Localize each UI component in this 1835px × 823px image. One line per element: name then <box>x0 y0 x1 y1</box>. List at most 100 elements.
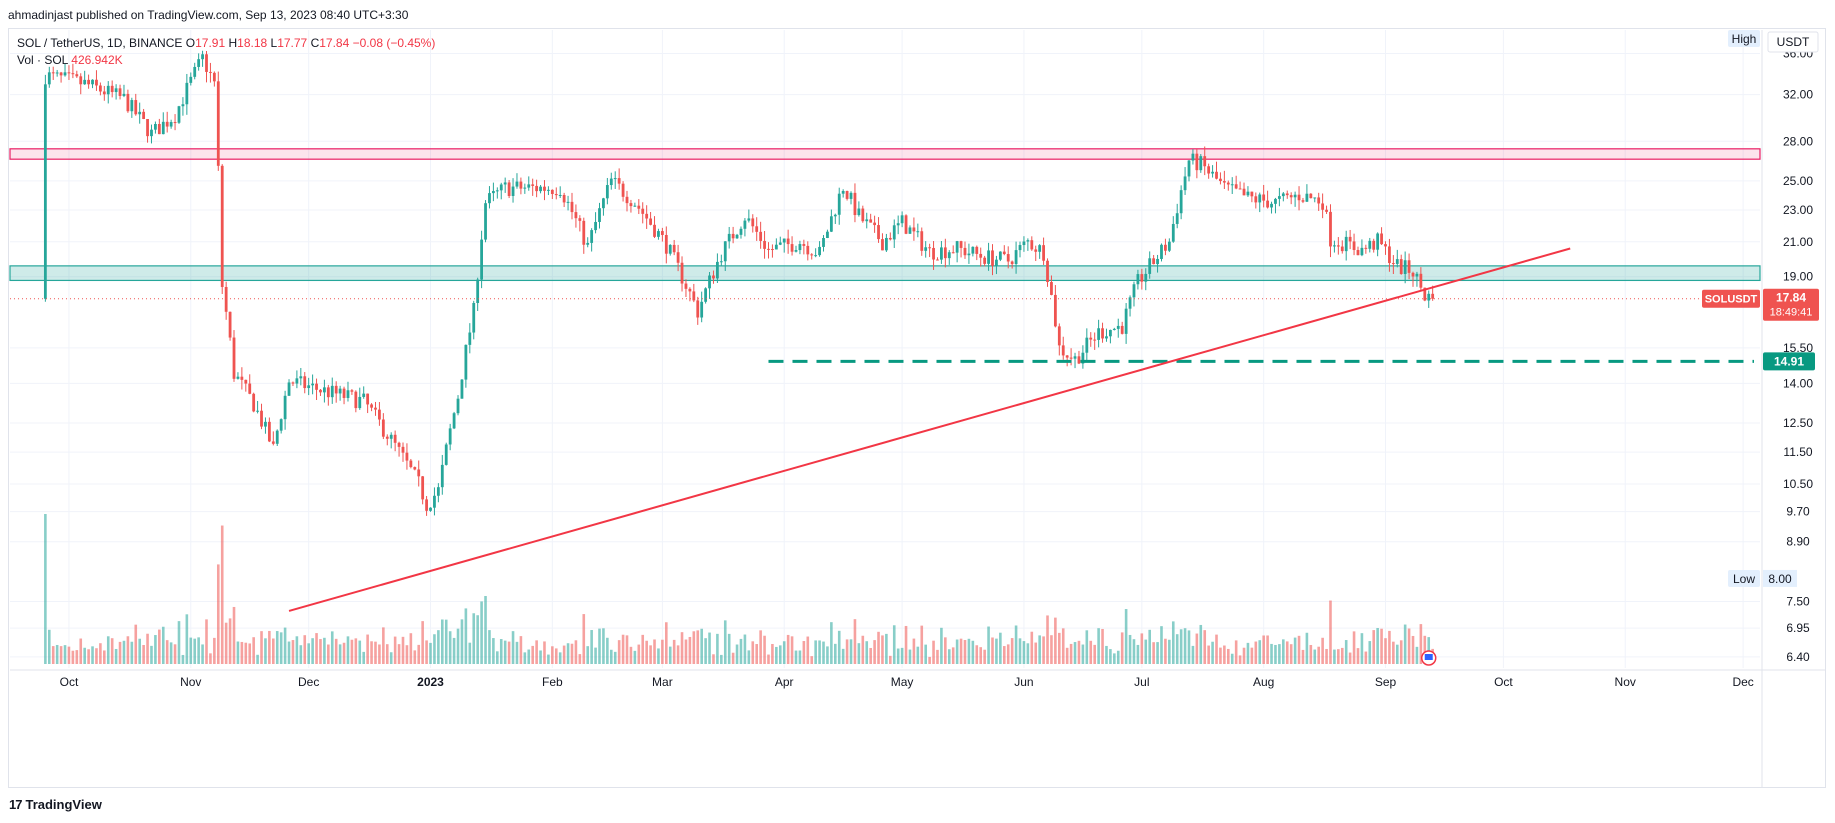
candle-body[interactable] <box>857 208 861 216</box>
candle-body[interactable] <box>1368 240 1372 249</box>
candle-body[interactable] <box>138 111 142 115</box>
candle-body[interactable] <box>602 198 605 209</box>
candle-body[interactable] <box>562 194 566 203</box>
candle-body[interactable] <box>1128 297 1132 309</box>
candle-body[interactable] <box>771 249 774 251</box>
candle-body[interactable] <box>468 332 472 345</box>
candle-body[interactable] <box>1211 171 1214 174</box>
candle-body[interactable] <box>987 250 990 264</box>
candle-body[interactable] <box>1399 259 1403 274</box>
candle-body[interactable] <box>645 213 649 219</box>
candle-body[interactable] <box>912 227 916 232</box>
candle-body[interactable] <box>1081 352 1085 364</box>
candle-body[interactable] <box>106 85 110 95</box>
candle-body[interactable] <box>197 59 201 67</box>
volume-label[interactable]: Vol · SOL <box>17 53 68 67</box>
candle-body[interactable] <box>326 387 330 398</box>
candle-body[interactable] <box>833 214 837 217</box>
candle-body[interactable] <box>1242 188 1246 196</box>
candle-body[interactable] <box>154 123 157 130</box>
candle-body[interactable] <box>425 499 428 511</box>
candle-body[interactable] <box>1089 337 1093 340</box>
candle-body[interactable] <box>794 250 798 252</box>
candle-body[interactable] <box>818 246 821 256</box>
candle-body[interactable] <box>209 71 212 73</box>
candle-body[interactable] <box>943 247 947 259</box>
candle-body[interactable] <box>381 419 385 437</box>
candle-body[interactable] <box>586 242 590 245</box>
candle-body[interactable] <box>503 182 507 185</box>
candle-body[interactable] <box>605 185 609 199</box>
candle-body[interactable] <box>763 240 766 249</box>
candle-body[interactable] <box>63 72 67 76</box>
candle-body[interactable] <box>193 66 197 77</box>
candle-body[interactable] <box>932 247 935 260</box>
candle-body[interactable] <box>704 288 708 302</box>
candle-body[interactable] <box>267 421 271 442</box>
candle-body[interactable] <box>637 205 641 209</box>
candle-body[interactable] <box>185 82 189 105</box>
candle-body[interactable] <box>71 73 75 75</box>
candle-body[interactable] <box>1018 245 1022 251</box>
candle-body[interactable] <box>822 238 825 247</box>
candle-body[interactable] <box>1384 244 1387 247</box>
rising-trendline[interactable] <box>288 247 1571 612</box>
candle-body[interactable] <box>433 495 436 508</box>
candle-body[interactable] <box>220 165 224 287</box>
candle-body[interactable] <box>1388 246 1391 264</box>
candle-body[interactable] <box>778 242 782 245</box>
candle-body[interactable] <box>991 250 994 266</box>
candle-body[interactable] <box>79 76 83 85</box>
candle-body[interactable] <box>1140 274 1144 282</box>
candle-body[interactable] <box>924 247 928 251</box>
candle-body[interactable] <box>1046 260 1049 283</box>
candle-body[interactable] <box>1187 160 1191 177</box>
candle-body[interactable] <box>739 228 743 235</box>
candle-body[interactable] <box>708 275 711 289</box>
candle-body[interactable] <box>472 302 476 333</box>
candle-body[interactable] <box>1105 336 1108 339</box>
candle-body[interactable] <box>841 190 845 194</box>
candle-body[interactable] <box>731 233 735 239</box>
candle-body[interactable] <box>1411 272 1415 277</box>
candle-body[interactable] <box>881 239 884 251</box>
candle-body[interactable] <box>511 186 515 196</box>
candle-body[interactable] <box>1336 245 1340 247</box>
candle-body[interactable] <box>1238 188 1242 190</box>
candle-body[interactable] <box>126 93 130 112</box>
candle-body[interactable] <box>1085 337 1089 353</box>
candle-body[interactable] <box>1097 328 1101 340</box>
candle-body[interactable] <box>558 194 562 196</box>
candle-body[interactable] <box>102 91 106 95</box>
candle-body[interactable] <box>1317 197 1321 204</box>
candle-body[interactable] <box>983 257 987 264</box>
candle-body[interactable] <box>802 244 806 246</box>
candle-body[interactable] <box>1266 200 1269 208</box>
candle-body[interactable] <box>1364 247 1368 249</box>
candle-body[interactable] <box>755 226 759 232</box>
candle-body[interactable] <box>515 181 519 187</box>
candle-body[interactable] <box>240 376 244 380</box>
candle-body[interactable] <box>625 196 629 204</box>
candle-body[interactable] <box>790 244 794 252</box>
candle-body[interactable] <box>598 208 601 222</box>
candle-body[interactable] <box>951 252 955 254</box>
candle-body[interactable] <box>861 208 865 222</box>
candle-body[interactable] <box>810 254 814 256</box>
candle-body[interactable] <box>908 227 912 234</box>
candle-body[interactable] <box>641 208 645 214</box>
candle-body[interactable] <box>837 193 841 215</box>
candle-body[interactable] <box>1352 241 1356 251</box>
candle-body[interactable] <box>633 205 637 207</box>
candle-body[interactable] <box>617 178 621 184</box>
candle-body[interactable] <box>1230 184 1234 186</box>
candle-body[interactable] <box>1010 261 1014 265</box>
candle-body[interactable] <box>1132 284 1136 298</box>
candle-body[interactable] <box>539 186 542 192</box>
candle-body[interactable] <box>421 476 425 500</box>
candle-body[interactable] <box>550 189 554 194</box>
candle-body[interactable] <box>181 104 185 107</box>
candle-body[interactable] <box>751 218 755 227</box>
candle-body[interactable] <box>1372 240 1376 250</box>
